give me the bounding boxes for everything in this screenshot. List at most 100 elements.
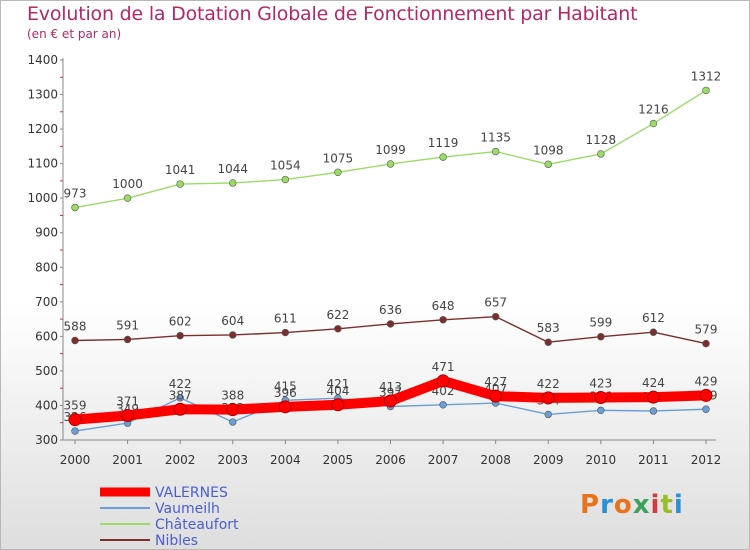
y-tick-label: 800: [35, 260, 58, 274]
chart-subtitle: (en € et par an): [27, 27, 122, 41]
data-label: 1075: [323, 151, 354, 165]
y-tick-label: 500: [35, 364, 58, 378]
data-point: [702, 339, 710, 348]
data-label: 622: [326, 308, 349, 322]
data-point: [176, 331, 184, 340]
data-label: 611: [274, 312, 297, 326]
y-tick-label: 1100: [27, 157, 58, 171]
data-label: 422: [169, 377, 192, 391]
x-tick-label: 2006: [375, 453, 406, 467]
data-point: [226, 403, 240, 417]
logo-letter: P: [580, 490, 601, 520]
data-point: [176, 394, 184, 402]
data-point: [699, 388, 713, 402]
data-point: [386, 320, 395, 328]
x-tick-label: 2005: [323, 453, 354, 467]
data-point: [491, 147, 500, 156]
data-label: 415: [274, 379, 297, 393]
data-point: [229, 331, 237, 339]
logo-letter: x: [632, 490, 651, 520]
data-point: [121, 408, 135, 422]
x-tick-label: 2012: [691, 453, 722, 467]
y-tick-label: 400: [35, 398, 58, 412]
data-label: 599: [589, 316, 612, 330]
x-tick-label: 2003: [217, 453, 248, 467]
y-tick-label: 700: [35, 295, 58, 309]
data-point: [436, 374, 450, 388]
data-label: 588: [64, 320, 87, 334]
data-point: [386, 160, 395, 168]
data-label: 1128: [586, 133, 617, 147]
chart-title: Evolution de la Dotation Globale de Fonc…: [27, 3, 638, 25]
x-tick-label: 2008: [480, 453, 511, 467]
data-point: [281, 328, 290, 337]
data-point: [489, 389, 503, 403]
data-point: [649, 119, 658, 128]
y-tick-label: 1400: [27, 53, 58, 67]
y-tick-label: 1000: [27, 191, 58, 205]
data-point: [281, 175, 290, 184]
data-label: 1099: [375, 143, 406, 157]
y-tick-label: 900: [35, 226, 58, 240]
x-tick-label: 2002: [165, 453, 196, 467]
x-tick-label: 2004: [270, 453, 301, 467]
data-label: 1216: [638, 103, 669, 117]
data-point: [123, 335, 132, 344]
data-point: [646, 390, 660, 404]
logo-letter: o: [613, 490, 633, 520]
series-valernes: 359 371 387 388 396 404 413 471 427 422 423 424 429: [64, 360, 718, 427]
data-label: 404: [326, 384, 349, 398]
data-label: 423: [589, 377, 612, 391]
data-point: [334, 325, 342, 333]
data-point: [278, 400, 292, 414]
y-tick-label: 1200: [27, 122, 58, 136]
data-label: 591: [116, 318, 139, 332]
data-point: [334, 168, 342, 176]
data-point: [71, 203, 79, 212]
data-label: 421: [326, 377, 349, 391]
legend-label: Nibles: [155, 533, 198, 549]
y-tick-label: 600: [35, 329, 58, 343]
data-label: 602: [169, 315, 192, 329]
data-point: [439, 153, 447, 161]
legend-label: Vaumeilh: [155, 501, 220, 517]
data-label: 359: [64, 399, 87, 413]
data-label: 1041: [165, 163, 196, 177]
y-tick-label: 1300: [27, 88, 58, 102]
chart-axes: 300 400 500 600 700 800 900 1000 1100 1200 1300 140…: [27, 53, 721, 467]
data-point: [173, 402, 187, 416]
data-point: [544, 160, 552, 169]
x-tick-label: 2000: [60, 453, 91, 467]
logo-letter: r: [600, 490, 614, 520]
data-label: 604: [221, 314, 244, 328]
data-point: [331, 398, 345, 412]
data-point: [491, 312, 500, 321]
data-point: [384, 394, 397, 408]
series-châteaufort: 973 1000 1041 1044 1054 1075 1099 1119 1135 1098 1…: [64, 69, 721, 212]
legend-label: Châteaufort: [155, 517, 239, 533]
data-point: [597, 333, 605, 341]
data-label: 413: [379, 380, 402, 394]
data-point: [71, 427, 79, 435]
data-label: 396: [274, 386, 297, 400]
data-label: 387: [169, 388, 192, 402]
data-label: 429: [695, 374, 718, 388]
data-label: 1119: [428, 136, 459, 150]
data-point: [541, 391, 555, 405]
data-label: 579: [695, 323, 718, 337]
data-point: [71, 336, 79, 345]
data-label: 371: [116, 394, 139, 408]
data-point: [544, 338, 552, 346]
data-point: [229, 418, 237, 426]
data-label: 583: [537, 321, 560, 335]
data-label: 1135: [480, 131, 511, 145]
x-tick-label: 2007: [428, 453, 459, 467]
logo-letter: t: [660, 490, 674, 520]
y-tick-label: 300: [35, 433, 58, 447]
data-point: [229, 179, 237, 187]
series-layer: 3263494223524154213974024073743863843899…: [64, 69, 721, 435]
data-label: 422: [537, 377, 560, 391]
data-point: [649, 407, 658, 415]
